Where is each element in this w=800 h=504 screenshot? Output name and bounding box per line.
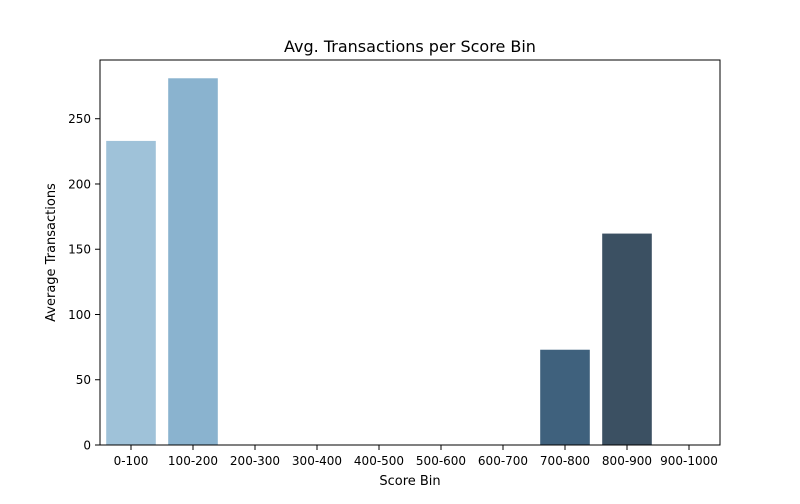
y-tick-label: 100	[68, 308, 91, 322]
bar-700-800	[540, 349, 590, 445]
x-axis-label: Score Bin	[379, 474, 440, 489]
y-tick-label: 50	[76, 373, 91, 387]
chart-title: Avg. Transactions per Score Bin	[284, 37, 536, 56]
y-tick-label: 250	[68, 112, 91, 126]
x-tick-label: 100-200	[168, 454, 218, 468]
bar-800-900	[602, 233, 652, 445]
y-tick-label: 200	[68, 177, 91, 191]
bars-group	[106, 78, 652, 446]
x-tick-label: 300-400	[292, 454, 342, 468]
bar-0-100	[106, 140, 156, 445]
bar-100-200	[168, 78, 218, 446]
x-tick-label: 400-500	[354, 454, 404, 468]
y-axis-label: Average Transactions	[44, 183, 59, 322]
y-tick-label: 0	[83, 439, 91, 453]
x-tick-label: 700-800	[540, 454, 590, 468]
y-axis-ticks: 0 50 100 150 200 250	[68, 112, 100, 453]
x-tick-label: 200-300	[230, 454, 280, 468]
y-tick-label: 150	[68, 243, 91, 257]
x-tick-label: 800-900	[602, 454, 652, 468]
plot-frame	[99, 59, 721, 446]
x-tick-label: 600-700	[478, 454, 528, 468]
x-axis-ticks: 0-100 100-200 200-300 300-400 400-500 500-600…	[114, 445, 718, 468]
x-tick-label: 0-100	[114, 454, 149, 468]
x-tick-label: 500-600	[416, 454, 466, 468]
x-tick-label: 900-1000	[660, 454, 718, 468]
